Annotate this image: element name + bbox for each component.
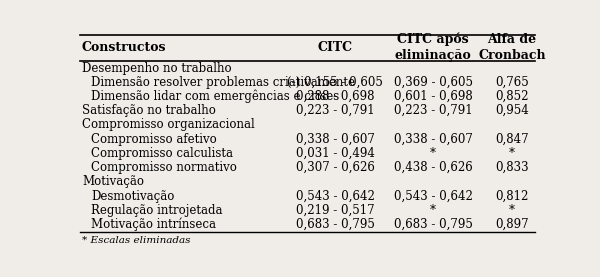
Text: Satisfação no trabalho: Satisfação no trabalho: [82, 104, 216, 117]
Text: 0,852: 0,852: [496, 90, 529, 103]
Text: Desempenho no trabalho: Desempenho no trabalho: [82, 61, 232, 75]
Text: (-) 0,155 - 0,605: (-) 0,155 - 0,605: [287, 76, 383, 89]
Text: CITC após
eliminação: CITC após eliminação: [395, 32, 472, 62]
Text: 0,307 - 0,626: 0,307 - 0,626: [296, 161, 375, 174]
Text: Constructos: Constructos: [82, 41, 166, 54]
Text: 0,219 - 0,517: 0,219 - 0,517: [296, 204, 375, 217]
Text: 0,601 - 0,698: 0,601 - 0,698: [394, 90, 472, 103]
Text: CITC: CITC: [318, 41, 353, 54]
Text: 0,765: 0,765: [495, 76, 529, 89]
Text: Regulação introjetada: Regulação introjetada: [91, 204, 223, 217]
Text: *: *: [509, 147, 515, 160]
Text: Compromisso afetivo: Compromisso afetivo: [91, 133, 217, 146]
Text: *: *: [430, 204, 436, 217]
Text: Compromisso organizacional: Compromisso organizacional: [82, 119, 255, 132]
Text: *: *: [430, 147, 436, 160]
Text: 0,288 - 0,698: 0,288 - 0,698: [296, 90, 374, 103]
Text: 0,338 - 0,607: 0,338 - 0,607: [296, 133, 375, 146]
Text: 0,338 - 0,607: 0,338 - 0,607: [394, 133, 472, 146]
Text: 0,897: 0,897: [495, 218, 529, 231]
Text: Compromisso calculista: Compromisso calculista: [91, 147, 233, 160]
Text: Motivação: Motivação: [82, 175, 144, 188]
Text: Motivação intrínseca: Motivação intrínseca: [91, 218, 216, 231]
Text: 0,812: 0,812: [496, 189, 529, 202]
Text: 0,683 - 0,795: 0,683 - 0,795: [296, 218, 375, 231]
Text: *: *: [509, 204, 515, 217]
Text: Dimensão lidar com emergências e crises: Dimensão lidar com emergências e crises: [91, 90, 340, 103]
Text: 0,954: 0,954: [495, 104, 529, 117]
Text: 0,833: 0,833: [495, 161, 529, 174]
Text: Desmotivação: Desmotivação: [91, 189, 175, 202]
Text: 0,438 - 0,626: 0,438 - 0,626: [394, 161, 472, 174]
Text: 0,369 - 0,605: 0,369 - 0,605: [394, 76, 473, 89]
Text: 0,683 - 0,795: 0,683 - 0,795: [394, 218, 472, 231]
Text: 0,223 - 0,791: 0,223 - 0,791: [394, 104, 472, 117]
Text: 0,543 - 0,642: 0,543 - 0,642: [394, 189, 472, 202]
Text: Compromisso normativo: Compromisso normativo: [91, 161, 237, 174]
Text: Alfa de
Cronbach: Alfa de Cronbach: [478, 33, 546, 61]
Text: 0,847: 0,847: [495, 133, 529, 146]
Text: 0,031 - 0,494: 0,031 - 0,494: [296, 147, 375, 160]
Text: 0,223 - 0,791: 0,223 - 0,791: [296, 104, 375, 117]
Text: 0,543 - 0,642: 0,543 - 0,642: [296, 189, 375, 202]
Text: Dimensão resolver problemas criativamente: Dimensão resolver problemas criativament…: [91, 76, 355, 89]
Text: * Escalas eliminadas: * Escalas eliminadas: [82, 236, 190, 245]
